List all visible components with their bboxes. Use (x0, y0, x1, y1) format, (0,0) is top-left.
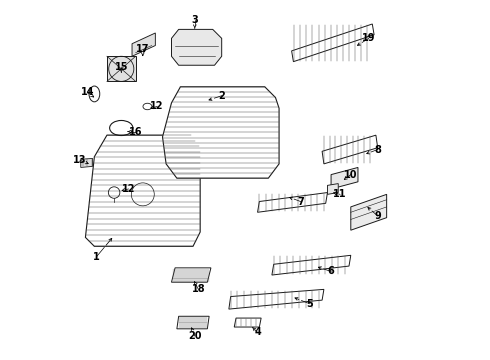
Polygon shape (85, 135, 200, 246)
Text: 17: 17 (136, 44, 149, 54)
Text: 4: 4 (254, 327, 261, 337)
Text: 7: 7 (297, 197, 304, 207)
Text: 9: 9 (374, 211, 381, 221)
Polygon shape (292, 24, 374, 62)
Polygon shape (163, 87, 279, 178)
Text: 15: 15 (115, 62, 128, 72)
Polygon shape (107, 56, 136, 81)
Text: 8: 8 (374, 144, 381, 154)
Polygon shape (172, 30, 221, 65)
Polygon shape (81, 158, 93, 167)
Polygon shape (172, 268, 211, 282)
Text: 16: 16 (129, 127, 143, 136)
Text: 6: 6 (328, 266, 335, 276)
Text: 2: 2 (219, 91, 225, 101)
Text: 19: 19 (362, 33, 375, 43)
Text: 10: 10 (344, 170, 358, 180)
Polygon shape (351, 194, 387, 230)
Polygon shape (322, 135, 378, 164)
Polygon shape (331, 167, 358, 189)
Polygon shape (234, 318, 261, 327)
Polygon shape (132, 33, 155, 56)
Polygon shape (177, 316, 209, 329)
Polygon shape (272, 255, 351, 275)
Polygon shape (229, 289, 324, 309)
Polygon shape (258, 193, 327, 212)
Text: 11: 11 (333, 189, 347, 199)
Text: 12: 12 (122, 184, 135, 194)
Text: 14: 14 (80, 87, 94, 97)
Text: 12: 12 (150, 102, 164, 112)
Text: 5: 5 (306, 299, 313, 309)
Text: 20: 20 (188, 331, 201, 341)
Text: 18: 18 (192, 284, 205, 294)
Polygon shape (327, 184, 338, 194)
Text: 13: 13 (74, 155, 87, 165)
Text: 3: 3 (192, 15, 198, 26)
Text: 1: 1 (93, 252, 99, 262)
